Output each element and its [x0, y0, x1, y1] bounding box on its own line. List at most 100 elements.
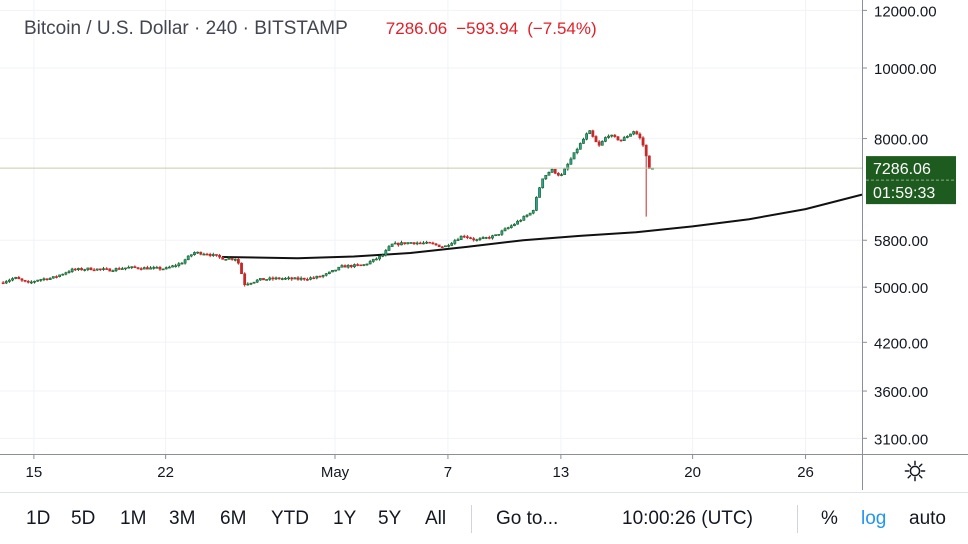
candle-body [321, 274, 325, 277]
candle-body [629, 133, 632, 137]
candle-body [171, 265, 174, 268]
candle-body [538, 187, 541, 198]
candle-body [550, 168, 554, 173]
price-tick-label: 3600.00 [874, 384, 928, 401]
candle-body [560, 174, 563, 176]
candle-body [600, 141, 604, 146]
range-1d-button[interactable]: 1D [26, 508, 51, 529]
time-tick-label: May [321, 464, 350, 481]
range-5y-button[interactable]: 5Y [378, 508, 402, 529]
candle-body [67, 271, 71, 274]
price-tick-label: 5800.00 [874, 233, 928, 250]
toolbar-divider [797, 505, 798, 533]
candle-body [509, 225, 513, 228]
candle-body [161, 268, 165, 271]
candle-body [142, 267, 146, 270]
auto-scale-button[interactable]: auto [909, 508, 946, 529]
candle-body [296, 277, 300, 280]
range-1m-button[interactable]: 1M [120, 508, 147, 529]
candle-body [522, 216, 526, 221]
candle-body [265, 279, 269, 281]
candle-body [384, 250, 388, 256]
candle-body [497, 234, 501, 236]
candle-body [556, 172, 560, 176]
percent-scale-button[interactable]: % [821, 508, 838, 529]
candle-body [469, 237, 472, 239]
candle-body [1, 282, 5, 285]
candle-body [572, 152, 576, 160]
symbol-title[interactable]: Bitcoin / U.S. Dollar · 240 · BITSTAMP [24, 18, 348, 39]
candle-body [334, 269, 338, 272]
candle-body [180, 262, 184, 265]
price-chart[interactable]: 12000.00 10000.00 8000.00 5800.00 5000.00 420… [0, 0, 968, 490]
range-all-button[interactable]: All [425, 508, 447, 529]
candle-body [516, 220, 519, 225]
candle-body [117, 268, 121, 270]
candle-body [299, 277, 303, 280]
candle-body [415, 242, 419, 245]
range-1y-button[interactable]: 1Y [333, 508, 357, 529]
candle-body [271, 277, 275, 280]
candle-body [120, 268, 124, 270]
candle-body [491, 235, 494, 239]
candle-body [199, 251, 203, 255]
candle-body [193, 252, 196, 255]
candle-body [202, 253, 206, 256]
candle-body [472, 238, 476, 241]
candle-body [440, 246, 444, 249]
candle-body [327, 271, 331, 274]
candle-body [89, 267, 93, 271]
candle-body [293, 277, 297, 280]
candle-body [95, 268, 99, 271]
settings-gear-icon[interactable] [900, 456, 930, 486]
candle-body [290, 277, 294, 280]
price-axis[interactable]: 12000.00 10000.00 8000.00 5800.00 5000.00 420… [862, 3, 937, 448]
candle-body [607, 135, 610, 138]
candle-body [262, 278, 265, 281]
candle-body [11, 278, 14, 281]
candle-body [83, 269, 87, 271]
candle-body [221, 256, 225, 260]
candle-body [324, 273, 328, 276]
candle-body [393, 242, 397, 245]
candle-body [594, 136, 598, 143]
candle-body [547, 171, 551, 176]
moving-average-line [222, 193, 863, 260]
range-ytd-button[interactable]: YTD [271, 508, 309, 529]
candle-body [453, 240, 457, 244]
candle-body [64, 272, 68, 275]
range-6m-button[interactable]: 6M [220, 508, 247, 529]
candle-body [450, 243, 454, 246]
chart-legend: Bitcoin / U.S. Dollar · 240 · BITSTAMP 7… [24, 16, 606, 42]
time-axis[interactable]: 15 22 May 7 13 20 26 [26, 454, 814, 481]
candle-body [481, 237, 485, 239]
candle-body [133, 266, 137, 268]
candle-body [534, 197, 538, 211]
last-price-value: 7286.06 [873, 161, 931, 178]
candle-body [130, 266, 134, 268]
candle-body [20, 278, 24, 281]
candle-body [422, 242, 425, 245]
candle-body [494, 234, 498, 236]
range-3m-button[interactable]: 3M [169, 508, 196, 529]
timezone-clock[interactable]: 10:00:26 (UTC) [622, 508, 753, 529]
candle-body [553, 168, 557, 174]
log-scale-button[interactable]: log [861, 508, 887, 529]
candle-body [337, 266, 341, 271]
candle-body [152, 267, 156, 269]
candle-body [585, 133, 588, 140]
candle-body [506, 227, 510, 230]
go-to-button[interactable]: Go to... [496, 508, 559, 529]
candle-body [86, 267, 90, 270]
candle-body [591, 130, 595, 137]
range-5d-button[interactable]: 5D [71, 508, 96, 529]
last-price: 7286.06 [385, 19, 448, 38]
candle-body [73, 268, 77, 271]
candle-body [531, 210, 535, 214]
candle-body [149, 267, 152, 270]
candle-body [146, 267, 149, 270]
candle-body [111, 270, 115, 273]
candle-body [189, 254, 193, 257]
candle-body [616, 136, 620, 141]
candle-body [578, 143, 582, 150]
